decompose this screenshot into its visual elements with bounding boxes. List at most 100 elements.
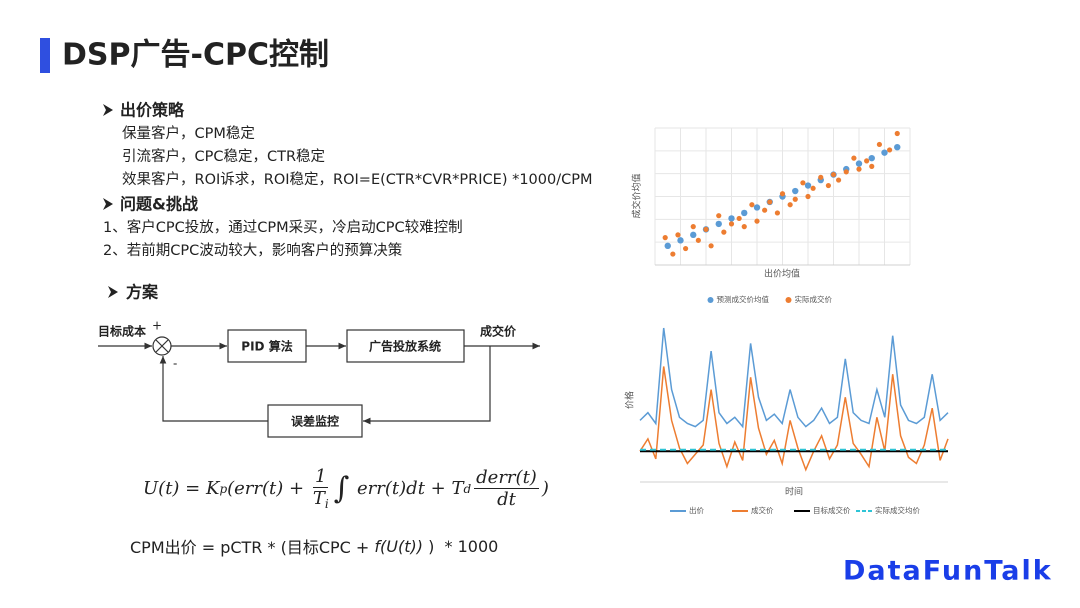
legend-label: 实际成交均价 [875,505,920,515]
formula-part: ) [541,478,549,499]
item: 1、客户CPC投放，通过CPM采买，冷启动CPC较难控制 [103,218,463,236]
title-bar [40,38,50,73]
series-line [639,327,949,429]
scatter-point [774,210,781,216]
scatter-point [721,229,727,235]
scatter-point [762,207,768,213]
y-axis-label: 成交价均值 [631,173,643,218]
scatter-point [716,213,722,219]
fraction: 1 Ti [313,466,329,511]
diagram-label: 目标成本 [98,324,146,339]
scatter-point [894,130,900,137]
scatter-point [792,196,798,202]
formula-part: (err(t) + [227,478,310,499]
formula-part: ) * 1000 [423,536,499,556]
formula-part: f(U(t)) [374,536,424,556]
scatter-point [741,224,747,230]
logo: DataFunTalk [843,556,1053,587]
scatter-point [864,158,870,164]
fraction: derr(t) dt [474,467,539,510]
scatter-point [887,147,893,153]
formula-part: T [312,488,325,509]
scatter-point [675,232,681,238]
scatter-point [787,202,793,208]
arrow [159,356,268,422]
diagram-label: 成交价 [480,324,517,339]
scatter-point [662,235,668,241]
bullet [103,198,113,210]
numerator: derr(t) [474,467,539,489]
scatter-point [690,231,697,239]
legend-label: 成交价 [751,505,774,515]
item: 2、若前期CPC波动较大，影响客户的预算决策 [103,241,403,259]
formula-part: err(t)dt + T [351,478,464,499]
formula-part: CPM出价 = pCTR * (目标CPC + [130,538,375,557]
scatter-point [677,237,684,244]
arrow [363,346,491,425]
legend-swatch [785,297,792,303]
title: DSP广告-CPC控制 [62,38,329,73]
scatter-point [810,185,816,191]
section-title: 出价策略 [120,101,185,120]
cross [155,339,169,353]
item: 保量客户，CPM稳定 [122,125,255,142]
scatter-point [703,226,709,232]
cpm-formula: CPM出价 = pCTR * (目标CPC + f(U(t)) ) * 1000 [130,534,498,558]
bullet [103,104,113,116]
scatter-point [670,251,676,257]
legend-label: 目标成交价 [813,505,851,515]
scatter-point [664,242,671,250]
scatter-point [728,215,735,222]
scatter-point [690,224,696,230]
scatter-point [830,171,837,178]
scatter-point [868,154,875,162]
legend-label: 预测成交价均值 [717,294,770,304]
item: 引流客户，CPC稳定，CTR稳定 [122,148,325,165]
diagram-label: PID 算法 [241,339,292,354]
scatter-point [818,174,824,180]
scatter-point [792,187,799,195]
scatter-point [804,182,812,189]
scatter-point [779,191,786,197]
scatter-point [767,199,773,205]
diagram-label: 广告投放系统 [369,339,441,354]
scatter-point [805,193,811,200]
item: 效果客户，ROI诉求，ROI稳定，ROI=E(CTR*CVR*PRICE) *1… [122,171,593,188]
formula-sub: p [219,481,228,496]
scatter-point [836,177,842,183]
scatter-point [800,180,806,186]
denominator: Ti [313,488,329,511]
scatter-point [728,221,735,227]
scatter-point [715,220,722,228]
legend-label: 出价 [689,505,704,515]
scatter-point [851,155,857,161]
legend-label: 实际成交价 [795,294,833,304]
formula-sub: i [324,497,329,511]
integral: ∫ [333,471,350,506]
scatter-point [856,166,862,172]
scatter-point [843,169,849,175]
scatter-point [855,160,863,167]
formula-sub: d [463,481,472,496]
scatter-point [869,163,875,169]
diagram-sign: + [152,319,162,333]
bullet [108,286,118,298]
section-title: 问题&挑战 [120,195,198,214]
x-axis-label: 出价均值 [764,268,800,280]
scatter-point [708,243,714,249]
x-axis-label: 时间 [785,486,803,498]
denominator: dt [497,489,516,510]
scatter-point [749,202,755,208]
section-title: 方案 [126,283,159,302]
legend-swatch [707,297,714,303]
scatter-point [825,182,832,189]
formula-part: U(t) = [143,478,206,499]
numerator: 1 [313,466,329,488]
y-axis-label: 价格 [624,391,636,409]
diagram-label: 误差监控 [291,414,339,429]
control-diagram [98,329,540,438]
scatter-point [894,143,901,151]
scatter-point [754,218,760,224]
